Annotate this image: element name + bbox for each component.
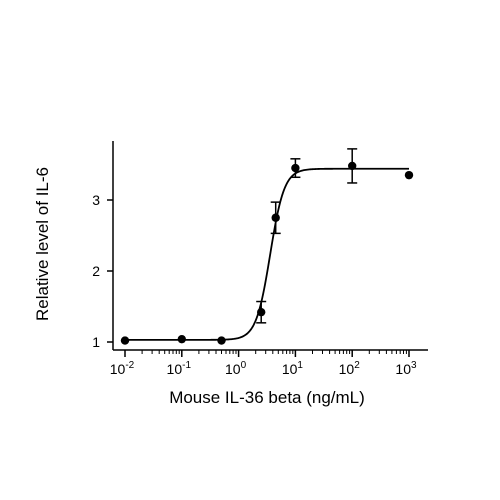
- fit-curve: [125, 167, 409, 341]
- data-point: [177, 334, 186, 344]
- y-tick-label: 2: [92, 263, 100, 279]
- data-point: [348, 161, 357, 171]
- data-point: [404, 170, 414, 180]
- x-tick-label: 100: [225, 360, 247, 377]
- data-point: [120, 336, 130, 345]
- data-point: [217, 336, 226, 345]
- y-tick-label: 3: [92, 192, 100, 208]
- x-tick-label: 103: [395, 360, 417, 377]
- x-tick-label: 10-2: [110, 360, 135, 377]
- x-axis-title: Mouse IL-36 beta (ng/mL): [169, 388, 365, 407]
- data-point-layer: [120, 161, 414, 345]
- y-tick-label: 1: [92, 334, 100, 350]
- data-point: [291, 163, 300, 173]
- x-tick-label: 10-1: [167, 360, 192, 377]
- y-axis-title: Relative level of IL-6: [33, 167, 52, 321]
- x-tick-label: 102: [339, 360, 361, 377]
- error-bar-layer: [256, 148, 358, 324]
- data-point: [257, 307, 266, 317]
- fit-curve-layer: [125, 167, 409, 341]
- x-tick-label: 101: [282, 360, 304, 377]
- x-ticks: 10-2 10-1 100 101 102 103: [110, 350, 417, 377]
- data-point: [271, 213, 280, 222]
- y-ticks: 1 2 3: [92, 192, 113, 350]
